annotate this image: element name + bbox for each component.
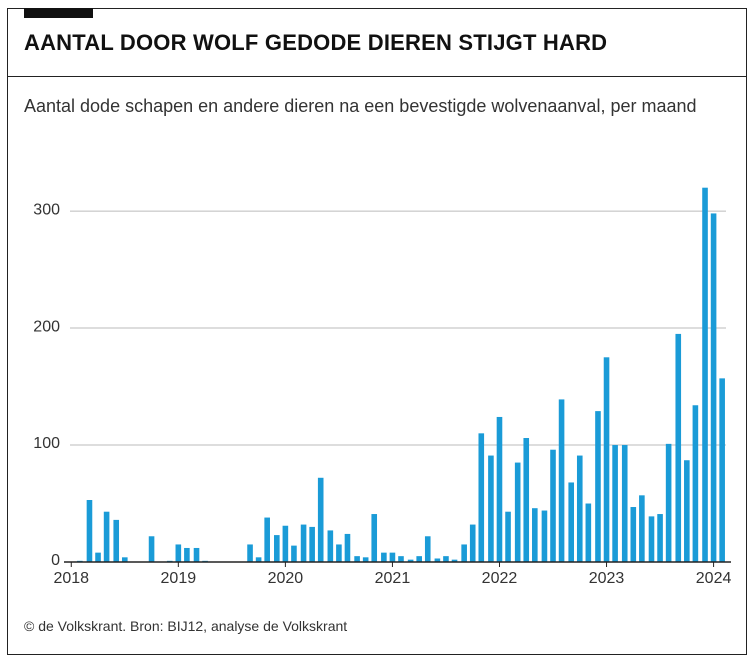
divider <box>7 76 747 77</box>
bar <box>648 516 655 562</box>
bar <box>558 399 565 562</box>
source: © de Volkskrant. Bron: BIJ12, analyse de… <box>24 618 348 634</box>
bar <box>469 524 476 562</box>
bar <box>317 477 324 562</box>
bar <box>371 514 378 562</box>
bar <box>193 547 200 562</box>
bar <box>434 558 441 562</box>
bar <box>309 526 315 562</box>
bar <box>657 514 663 562</box>
bar <box>514 462 521 562</box>
bar <box>300 524 307 562</box>
bar <box>264 517 270 562</box>
bar <box>541 510 548 562</box>
bar <box>443 556 449 562</box>
bar <box>630 507 637 562</box>
bar <box>692 405 699 562</box>
x-tick-label: 2019 <box>161 570 197 587</box>
bar <box>496 416 503 562</box>
bar <box>103 511 110 562</box>
bar <box>665 443 672 562</box>
bar <box>175 544 182 562</box>
bar <box>576 455 583 562</box>
bar <box>702 187 708 563</box>
y-tick-label: 0 <box>51 552 60 569</box>
bar <box>148 536 155 562</box>
x-tick-label: 2022 <box>482 570 518 587</box>
bar <box>407 559 414 562</box>
bar <box>710 213 717 562</box>
bar <box>505 511 511 562</box>
bar <box>362 557 369 562</box>
frame <box>7 8 747 655</box>
bar <box>523 438 530 562</box>
bar <box>719 378 725 562</box>
bar <box>532 508 538 562</box>
bar <box>639 495 645 562</box>
y-tick-label: 200 <box>33 318 60 335</box>
bar <box>86 500 93 562</box>
x-tick-label: 2023 <box>589 570 625 587</box>
chart-subtitle: Aantal dode schapen en andere dieren na … <box>24 96 697 116</box>
bar <box>621 445 628 562</box>
bar <box>327 530 334 562</box>
x-tick-label: 2021 <box>375 570 411 587</box>
bar <box>184 547 190 562</box>
bar <box>95 552 101 562</box>
header-tab <box>24 8 93 18</box>
bar <box>684 460 690 562</box>
y-tick-label: 300 <box>33 201 60 218</box>
bar <box>416 556 422 562</box>
bar <box>389 552 396 562</box>
bar <box>451 559 458 562</box>
bar <box>381 552 387 562</box>
bar <box>274 535 280 562</box>
bar <box>595 411 601 562</box>
bar <box>255 557 262 562</box>
bar <box>424 536 431 562</box>
bar <box>603 357 610 562</box>
bar <box>612 445 618 562</box>
bar <box>113 519 120 562</box>
bar <box>354 556 360 562</box>
bar <box>291 545 297 562</box>
x-tick-label: 2024 <box>696 570 732 587</box>
bar <box>336 544 342 562</box>
x-tick-label: 2020 <box>268 570 304 587</box>
bar <box>585 503 592 562</box>
bar <box>247 544 253 562</box>
bar <box>398 556 404 562</box>
bar <box>478 433 485 562</box>
bar <box>568 482 575 562</box>
bar <box>675 333 682 562</box>
bar <box>488 455 494 562</box>
chart-title: AANTAL DOOR WOLF GEDODE DIEREN STIJGT HA… <box>24 30 608 55</box>
x-tick-label: 2018 <box>53 570 89 587</box>
bar <box>461 544 467 562</box>
y-tick-label: 100 <box>33 435 60 452</box>
bar <box>344 533 351 562</box>
bar <box>550 449 556 562</box>
bar <box>282 525 289 562</box>
bar <box>121 557 128 562</box>
